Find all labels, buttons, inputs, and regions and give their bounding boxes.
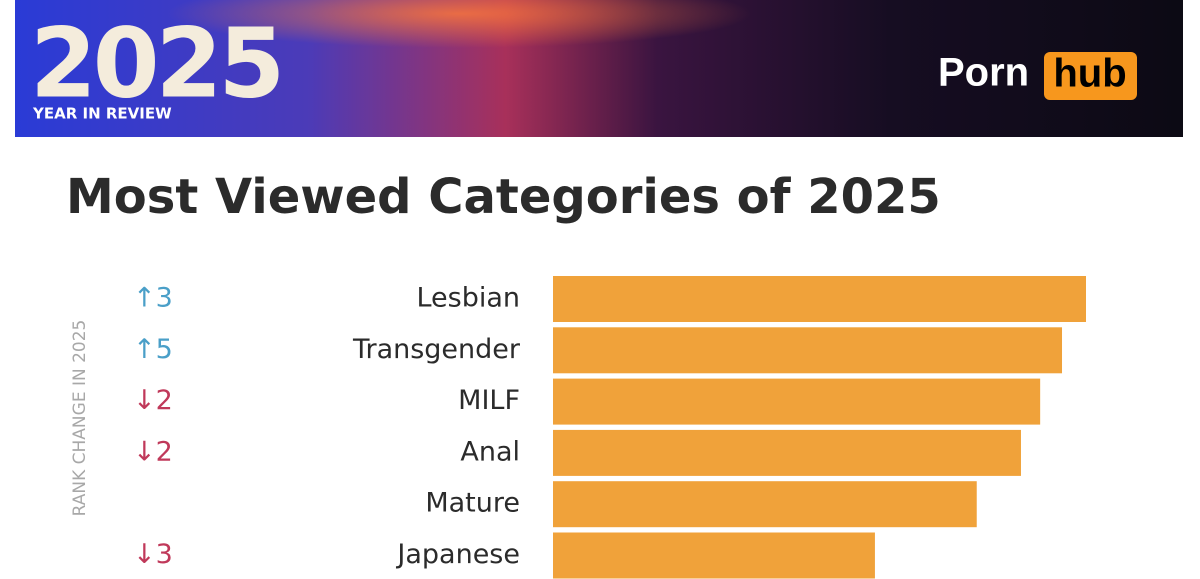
bar <box>553 481 977 528</box>
category-label: Transgender <box>352 334 521 365</box>
banner-glow <box>15 0 1183 137</box>
bar <box>553 276 1086 322</box>
rank-change: ↑5 <box>133 334 173 365</box>
rank-change: ↓2 <box>133 436 173 467</box>
bar <box>553 378 1041 425</box>
category-label: Anal <box>460 436 520 467</box>
logo-left: Porn <box>938 51 1029 95</box>
rank-change: ↓3 <box>133 539 173 570</box>
bar <box>553 532 875 579</box>
chart-title: Most Viewed Categories of 2025 <box>66 169 941 225</box>
bar <box>553 327 1063 374</box>
year: 2025 <box>30 7 281 119</box>
category-label: Lesbian <box>416 283 520 314</box>
rank-change: ↑3 <box>133 283 173 314</box>
year-subtitle: YEAR IN REVIEW <box>32 105 172 123</box>
rank-change: ↓2 <box>133 385 173 416</box>
logo-right: hub <box>1053 52 1126 96</box>
category-label: Mature <box>425 488 520 519</box>
rank-axis-label: RANK CHANGE IN 2025 <box>70 320 90 517</box>
logo-box <box>1044 52 1137 100</box>
bar <box>553 429 1021 476</box>
banner: 2025 YEAR IN REVIEW Porn hub <box>15 0 1183 137</box>
category-label: Japanese <box>395 539 520 570</box>
category-label: MILF <box>458 385 520 416</box>
chart-rows: Lesbian ↑3 Transgender ↑5 MILF ↓2 Anal ↓2 Mature… <box>133 276 1086 579</box>
